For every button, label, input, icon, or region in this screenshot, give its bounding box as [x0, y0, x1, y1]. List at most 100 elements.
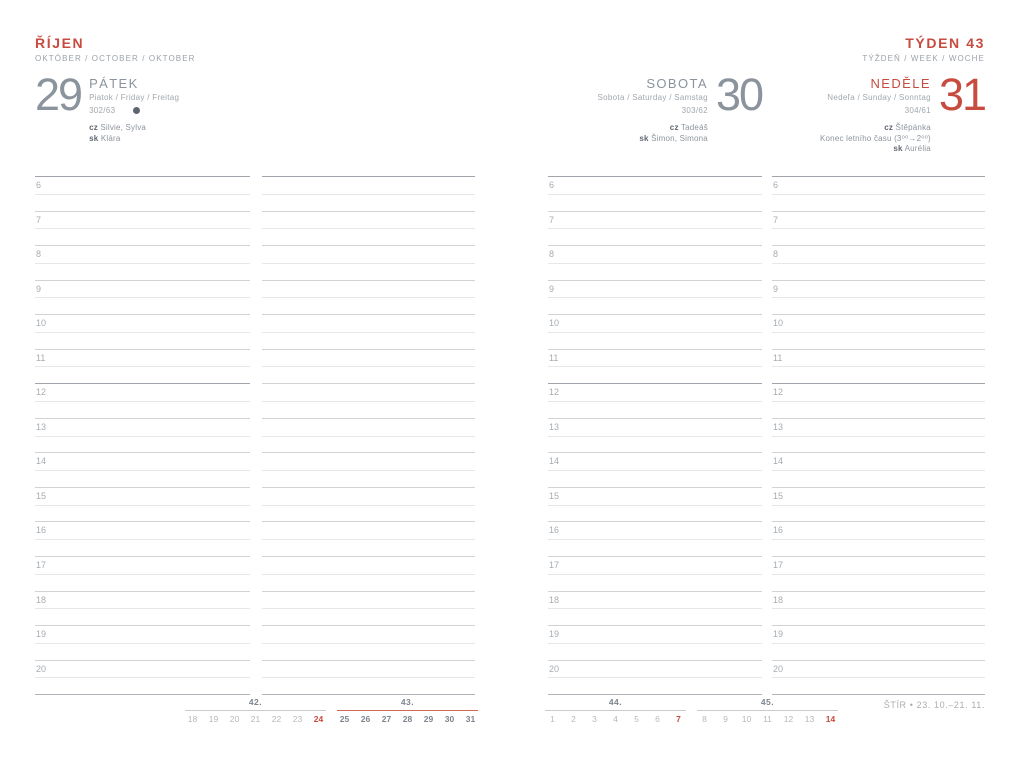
hour-label: 19	[773, 629, 784, 640]
hour-row: 6	[548, 176, 762, 211]
hour-row: 8	[548, 245, 762, 280]
hour-row	[262, 314, 475, 349]
half-hour-line	[262, 228, 475, 230]
mini-week-days: 8 9 10 11 12 13 14	[697, 711, 838, 724]
hour-row: 9	[35, 279, 250, 315]
half-hour-line	[262, 331, 475, 333]
half-hour-line	[548, 331, 762, 333]
hour-row: 9	[548, 279, 762, 315]
mini-week-day: 26	[360, 714, 371, 724]
hour-row: 10	[35, 314, 250, 349]
namedays: cz Silvie, Sylva sk Klára	[89, 123, 179, 144]
day-number: 29	[35, 69, 83, 120]
nameday-cz: cz Tadeáš	[598, 123, 708, 134]
mini-week-label: 43.	[337, 697, 478, 711]
half-hour-line	[35, 504, 250, 506]
hour-label: 7	[36, 214, 42, 225]
hour-row	[262, 348, 475, 384]
mini-week-days: 25 26 27 28 29 30 31	[337, 711, 478, 724]
day-number: 31	[938, 69, 987, 120]
half-hour-line	[548, 677, 762, 679]
hour-row: 13	[772, 417, 985, 453]
hour-row	[262, 417, 475, 453]
hour-label: 8	[773, 249, 779, 260]
half-hour-line	[772, 677, 985, 679]
hour-row: 11	[548, 348, 762, 384]
hour-grid-saturday: 6 7 8 9 10 11 12 13 14 15 16 17 18 19 20	[548, 176, 762, 696]
daylight-saving-note: Konec letního času (3⁰⁰→2⁰⁰)	[820, 133, 931, 143]
hour-row: 12	[772, 383, 985, 418]
half-hour-line	[772, 608, 985, 610]
hour-label: 18	[773, 594, 784, 605]
nameday-label: sk	[89, 133, 99, 143]
mini-week-44: 44. 1 2 3 4 5 6 7	[545, 697, 686, 724]
hour-row: 13	[548, 417, 762, 453]
hour-label: 11	[549, 352, 559, 363]
hour-label: 15	[773, 490, 784, 501]
day-of-year: 304/61	[904, 106, 931, 115]
hour-row	[262, 625, 475, 660]
hour-label: 18	[36, 594, 47, 605]
mini-week-day: 21	[250, 714, 261, 724]
half-hour-line	[772, 470, 985, 472]
half-hour-line	[262, 642, 475, 644]
nameday-value: Šimon, Simona	[651, 133, 708, 143]
hour-row	[262, 210, 475, 246]
mini-week-day: 3	[592, 714, 597, 724]
week-subtitle: TÝŽDEŇ / WEEK / WOCHE	[862, 54, 985, 63]
mini-week-day: 1	[550, 714, 555, 724]
half-hour-line	[772, 331, 985, 333]
hour-label: 8	[36, 249, 42, 260]
hour-row: 6	[772, 176, 985, 211]
mini-week-42: 42. 18 19 20 21 22 23 24	[185, 697, 326, 724]
hour-row: 18	[548, 590, 762, 626]
hour-label: 17	[549, 560, 560, 571]
half-hour-line	[772, 642, 985, 644]
mini-week-day: 27	[381, 714, 392, 724]
hour-row: 19	[548, 625, 762, 660]
half-hour-line	[548, 573, 762, 575]
hour-label: 17	[773, 560, 784, 571]
day-translations: Nedeľa / Sunday / Sonntag	[827, 93, 931, 102]
mini-week-day: 22	[271, 714, 282, 724]
mini-week-day: 23	[292, 714, 303, 724]
half-hour-line	[772, 435, 985, 437]
mini-week-label: 44.	[545, 697, 686, 711]
nameday-sk: sk Klára	[89, 134, 179, 145]
hour-label: 11	[36, 352, 46, 363]
hour-row: 16	[35, 521, 250, 556]
hour-row: 11	[35, 348, 250, 384]
half-hour-line	[548, 297, 762, 299]
nameday-sk: sk Šimon, Simona	[598, 134, 708, 145]
half-hour-line	[35, 608, 250, 610]
hour-row	[262, 486, 475, 522]
mini-week-label: 45.	[697, 697, 838, 711]
hour-label: 14	[36, 456, 47, 467]
hour-row: 19	[772, 625, 985, 660]
half-hour-line	[262, 504, 475, 506]
mini-week-day: 24	[313, 714, 324, 724]
nameday-value: Silvie, Sylva	[100, 123, 147, 132]
mini-week-day: 12	[783, 714, 794, 724]
mini-week-day: 18	[187, 714, 198, 724]
half-hour-line	[35, 366, 250, 368]
half-hour-line	[35, 677, 250, 679]
mini-week-day: 29	[423, 714, 434, 724]
half-hour-line	[548, 470, 762, 472]
half-hour-line	[262, 470, 475, 472]
mini-week-day: 9	[723, 714, 728, 724]
half-hour-line	[548, 608, 762, 610]
namedays: cz Tadeáš sk Šimon, Simona	[598, 123, 708, 144]
half-hour-line	[548, 400, 762, 402]
mini-week-day: 28	[402, 714, 413, 724]
half-hour-line	[772, 297, 985, 299]
hour-row	[262, 452, 475, 487]
hour-label: 20	[549, 663, 560, 674]
mini-week-day: 20	[229, 714, 240, 724]
half-hour-line	[35, 228, 250, 230]
half-hour-line	[262, 366, 475, 368]
mini-week-day: 11	[763, 714, 772, 724]
half-hour-line	[35, 193, 250, 195]
hour-label: 13	[549, 421, 560, 432]
day-translations: Piatok / Friday / Freitag	[89, 93, 180, 102]
